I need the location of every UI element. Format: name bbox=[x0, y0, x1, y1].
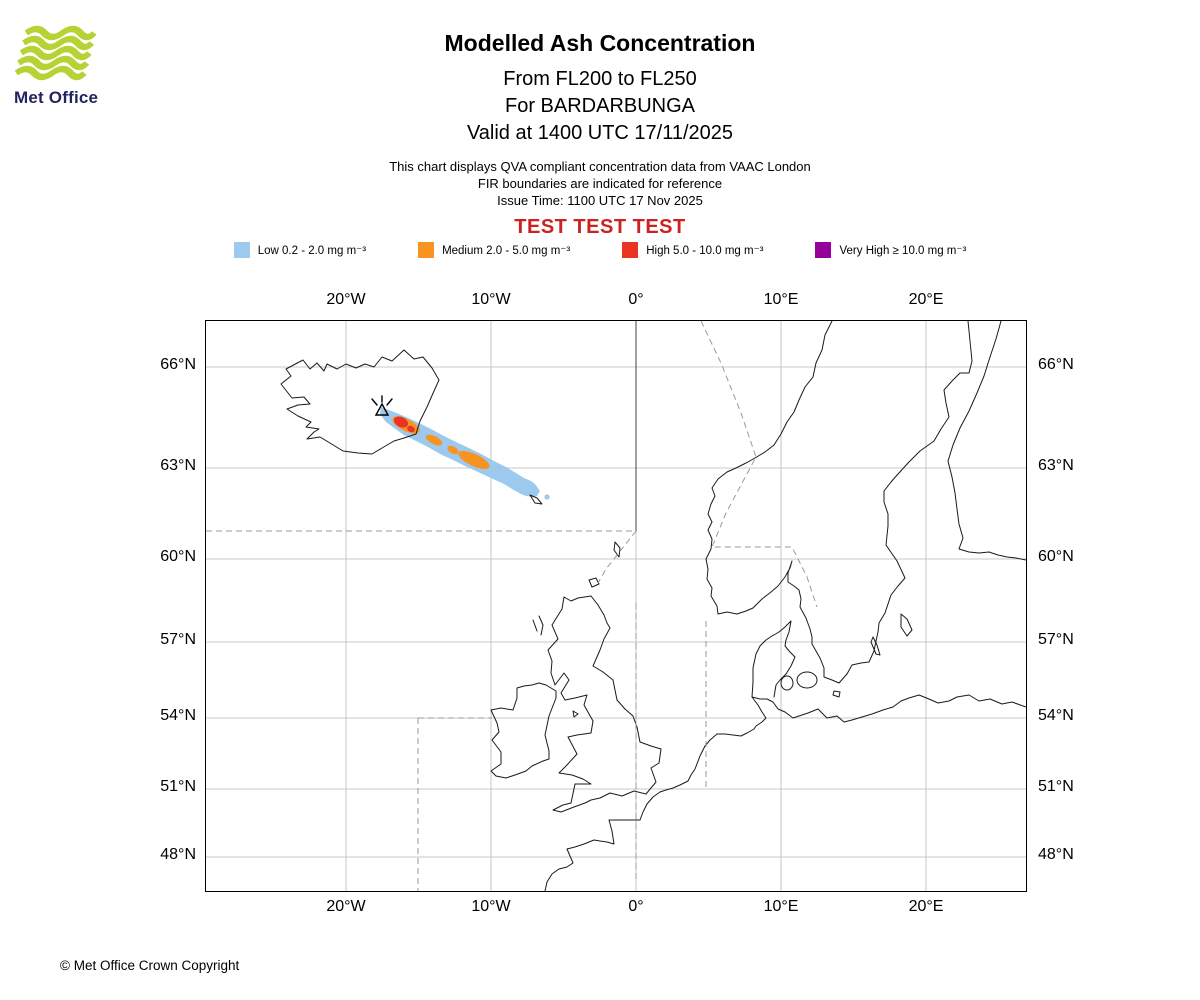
notes-block: This chart displays QVA compliant concen… bbox=[0, 158, 1200, 209]
x-tick-bottom: 10°E bbox=[763, 898, 799, 915]
legend-label-medium: Medium 2.0 - 5.0 mg m⁻³ bbox=[442, 245, 571, 257]
x-tick-bottom: 0° bbox=[628, 898, 644, 915]
title-block: Modelled Ash Concentration From FL200 to… bbox=[0, 30, 1200, 147]
legend-item-low: Low 0.2 - 2.0 mg m⁻³ bbox=[233, 242, 367, 258]
page-title: Modelled Ash Concentration bbox=[444, 30, 756, 56]
legend-label-low: Low 0.2 - 2.0 mg m⁻³ bbox=[257, 245, 367, 257]
x-tick-top: 20°W bbox=[326, 291, 366, 308]
legend-label-very-high: Very High ≥ 10.0 mg m⁻³ bbox=[839, 245, 967, 257]
x-tick-bottom: 20°E bbox=[908, 898, 944, 915]
y-tick-left: 48°N bbox=[160, 846, 196, 863]
legend-item-medium: Medium 2.0 - 5.0 mg m⁻³ bbox=[418, 242, 570, 258]
x-tick-top: 10°E bbox=[763, 291, 799, 308]
map-frame: 20°W 10°W 0° 10°E 20°E 20°W 10°W 0° 10°E… bbox=[160, 291, 1074, 915]
note-issue-time: Issue Time: 1100 UTC 17 Nov 2025 bbox=[497, 193, 703, 208]
y-tick-right: 51°N bbox=[1038, 778, 1074, 795]
y-tick-right: 66°N bbox=[1038, 356, 1074, 373]
map-canvas bbox=[206, 320, 1027, 892]
legend-swatch-very-high bbox=[815, 242, 832, 258]
y-tick-left: 57°N bbox=[160, 631, 196, 648]
graticule-grid bbox=[206, 321, 1026, 891]
y-tick-right: 48°N bbox=[1038, 846, 1074, 863]
test-banner: TEST TEST TEST bbox=[514, 216, 686, 238]
ash-plume-high bbox=[393, 416, 415, 433]
legend-item-very-high: Very High ≥ 10.0 mg m⁻³ bbox=[815, 242, 966, 258]
met-office-wordmark: Met Office bbox=[14, 88, 99, 107]
y-tick-left: 66°N bbox=[160, 356, 196, 373]
legend-item-high: High 5.0 - 10.0 mg m⁻³ bbox=[622, 242, 763, 258]
y-tick-left: 60°N bbox=[160, 548, 196, 565]
met-office-logo: Met Office bbox=[14, 24, 134, 108]
volcano-icon bbox=[371, 395, 393, 416]
x-tick-top: 10°W bbox=[471, 291, 511, 308]
legend-swatch-high bbox=[622, 242, 639, 258]
met-office-logo-icon bbox=[14, 25, 97, 81]
concentration-legend: Low 0.2 - 2.0 mg m⁻³ Medium 2.0 - 5.0 mg… bbox=[0, 242, 1200, 258]
note-qva: This chart displays QVA compliant concen… bbox=[389, 159, 811, 174]
y-tick-right: 54°N bbox=[1038, 707, 1074, 724]
y-tick-left: 54°N bbox=[160, 707, 196, 724]
y-tick-right: 60°N bbox=[1038, 548, 1074, 565]
legend-swatch-low bbox=[233, 242, 250, 258]
legend-swatch-medium bbox=[418, 242, 435, 258]
y-tick-left: 63°N bbox=[160, 457, 196, 474]
y-tick-left: 51°N bbox=[160, 778, 196, 795]
x-tick-top: 20°E bbox=[908, 291, 944, 308]
valid-time-subtitle: Valid at 1400 UTC 17/11/2025 bbox=[466, 122, 734, 144]
fir-boundaries bbox=[206, 320, 818, 891]
flight-level-subtitle: From FL200 to FL250 bbox=[503, 68, 697, 90]
copyright-notice: © Met Office Crown Copyright bbox=[60, 958, 240, 973]
x-tick-bottom: 10°W bbox=[471, 898, 511, 915]
y-tick-right: 57°N bbox=[1038, 631, 1074, 648]
note-fir: FIR boundaries are indicated for referen… bbox=[477, 176, 723, 191]
coastlines bbox=[280, 320, 1027, 892]
volcano-subtitle: For BARDARBUNGA bbox=[504, 95, 696, 117]
x-tick-bottom: 20°W bbox=[326, 898, 366, 915]
x-tick-top: 0° bbox=[628, 291, 644, 308]
y-tick-right: 63°N bbox=[1038, 457, 1074, 474]
legend-label-high: High 5.0 - 10.0 mg m⁻³ bbox=[646, 245, 764, 257]
